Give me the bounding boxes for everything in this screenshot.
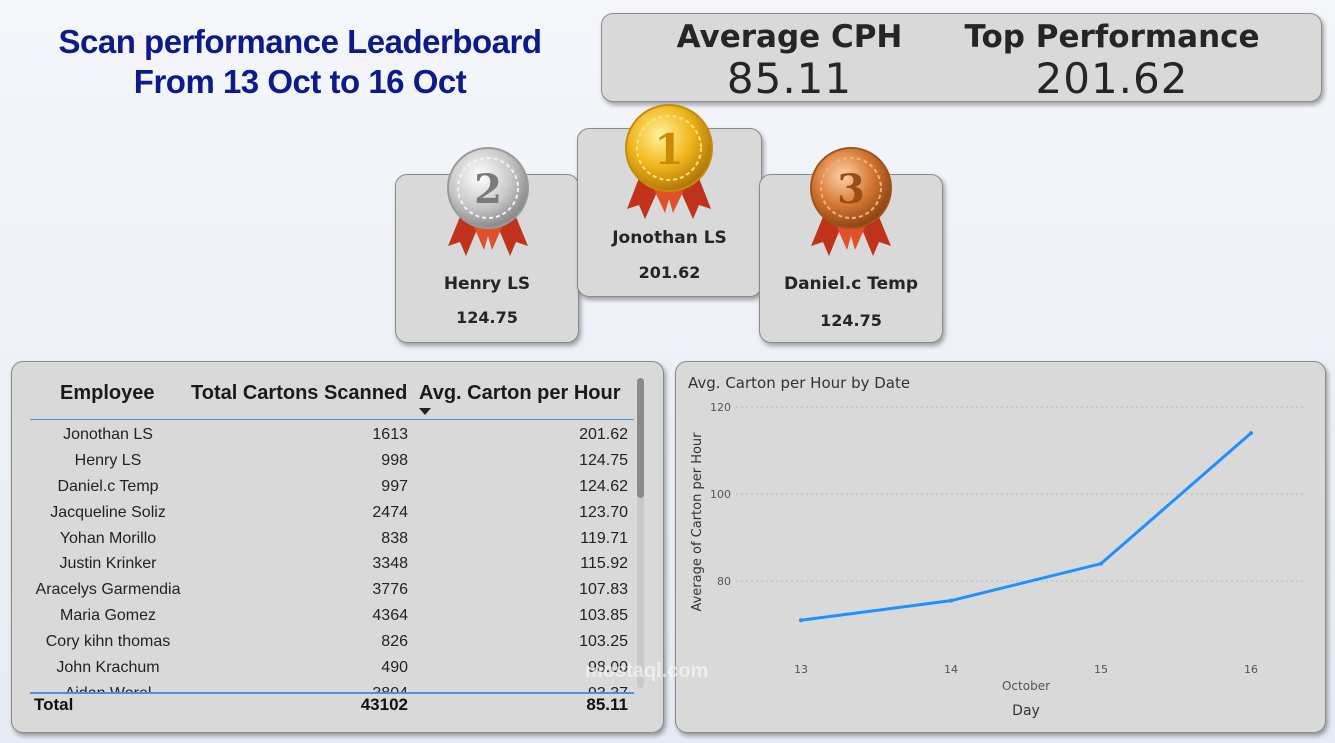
x-axis-label: Day <box>1012 703 1040 719</box>
y-tick-label: 100 <box>710 488 731 501</box>
chart-title: Avg. Carton per Hour by Date <box>688 374 911 392</box>
silver-medal-icon: 2 <box>447 147 529 256</box>
y-tick-label: 120 <box>710 401 731 414</box>
total-label: Total <box>34 695 74 714</box>
table-row[interactable]: Henry LS 998 124.75 <box>74 451 628 469</box>
silver-medal-rank: 2 <box>474 166 502 213</box>
table-row[interactable]: Jacqueline Soliz 2474 123.70 <box>50 503 628 521</box>
data-point[interactable] <box>949 598 953 603</box>
table-scrollbar[interactable] <box>637 378 644 688</box>
podium-first-score: 201.62 <box>638 263 701 282</box>
x-tick-label: 14 <box>944 663 958 676</box>
gold-medal-icon: 1 <box>625 104 713 219</box>
kpi-top-label: Top Performance <box>964 19 1260 55</box>
table-body: Jonothan LS 1613 201.62 Henry LS 998 124.75 … <box>30 422 634 694</box>
watermark-text: mostaql.com <box>585 660 709 682</box>
kpi-card: Average CPH 85.11 Top Performance 201.62 <box>601 13 1322 102</box>
table-row[interactable]: John Krachum 490 98.00 <box>56 659 628 677</box>
data-point[interactable] <box>1249 431 1253 436</box>
line-chart-panel: Avg. Carton per Hour by Date 80 100 120 13 1… <box>675 361 1326 733</box>
gold-medal-rank: 1 <box>654 125 683 174</box>
line-chart[interactable]: 80 100 120 13 14 15 16 October Day Average of … <box>676 362 1327 734</box>
y-axis-label: Average of Carton per Hour <box>690 432 705 612</box>
table-row[interactable]: Aracelys Garmendia 3776 107.83 <box>35 581 628 599</box>
leaderboard-table: Employee Total Cartons Scanned Avg. Cart… <box>11 361 664 733</box>
kpi-top: Top Performance 201.62 <box>962 18 1262 102</box>
podium-second-score: 124.75 <box>456 308 518 327</box>
podium-third-score: 124.75 <box>820 311 882 330</box>
data-point[interactable] <box>1099 561 1103 566</box>
x-tick-label: 13 <box>794 663 808 676</box>
kpi-top-value: 201.62 <box>1035 54 1189 103</box>
table-row[interactable]: Yohan Morillo 838 119.71 <box>59 529 628 547</box>
data-point[interactable] <box>799 618 803 623</box>
sort-desc-icon[interactable] <box>419 408 431 416</box>
table-row[interactable]: Justin Krinker 3348 115.92 <box>59 555 628 573</box>
kpi-average-label: Average CPH <box>676 19 903 55</box>
y-tick-label: 80 <box>717 575 731 588</box>
podium-second-name: Henry LS <box>443 274 531 294</box>
title-line-2: From 13 Oct to 16 Oct <box>133 63 467 100</box>
table-row[interactable]: Cory kihn thomas 826 103.25 <box>45 633 628 651</box>
total-avg: 85.11 <box>586 695 628 714</box>
x-group-label: October <box>1002 679 1050 693</box>
podium-third-name: Daniel.c Temp <box>783 274 919 294</box>
total-cartons: 43102 <box>360 695 408 714</box>
table-row[interactable]: Jonothan LS 1613 201.62 <box>63 426 628 443</box>
x-tick-label: 16 <box>1244 663 1258 676</box>
bronze-medal-rank: 3 <box>837 166 865 213</box>
column-header-avg-carton[interactable]: Avg. Carton per Hour <box>419 382 621 404</box>
x-tick-label: 15 <box>1094 663 1108 676</box>
header-divider <box>30 419 634 420</box>
table-row[interactable]: Aidan Worel 3804 93.37 <box>64 684 628 694</box>
column-header-total-cartons[interactable]: Total Cartons Scanned <box>191 382 408 404</box>
kpi-average: Average CPH 85.11 <box>672 18 907 102</box>
table-row[interactable]: Daniel.c Temp 997 124.62 <box>57 477 628 495</box>
column-header-employee[interactable]: Employee <box>60 382 155 404</box>
bronze-medal-icon: 3 <box>810 147 892 256</box>
table-scrollbar-thumb[interactable] <box>637 378 644 498</box>
kpi-average-value: 85.11 <box>726 54 853 103</box>
table-row[interactable]: Maria Gomez 4364 103.85 <box>59 607 628 625</box>
dashboard-title: Scan performance Leaderboard From 13 Oct… <box>20 22 580 102</box>
total-divider <box>30 692 634 694</box>
title-line-1: Scan performance Leaderboard <box>58 23 543 60</box>
series-line <box>799 431 1253 622</box>
podium-first-name: Jonothan LS <box>612 228 727 248</box>
